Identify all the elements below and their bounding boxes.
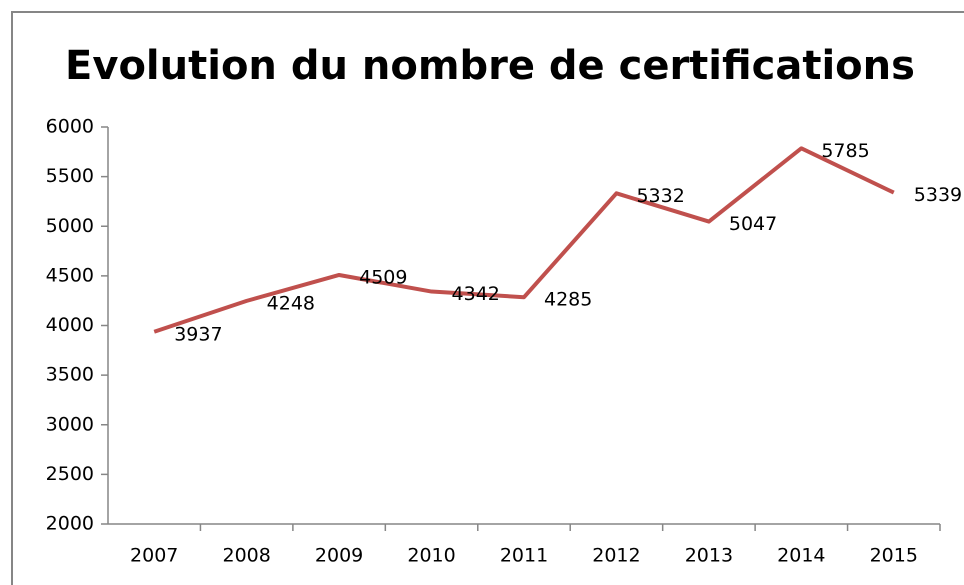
y-tick-label: 3500 bbox=[46, 364, 94, 386]
x-tick-label: 2014 bbox=[777, 545, 825, 567]
x-tick-label: 2010 bbox=[407, 545, 455, 567]
x-tick-label: 2009 bbox=[315, 545, 363, 567]
y-tick-label: 4000 bbox=[46, 314, 94, 336]
data-label: 4509 bbox=[359, 266, 407, 288]
y-tick-label: 6000 bbox=[46, 116, 94, 138]
chart-title: Evolution du nombre de certifications bbox=[65, 43, 915, 89]
y-tick-label: 5000 bbox=[46, 215, 94, 237]
line-series bbox=[153, 146, 895, 334]
x-tick-label: 2013 bbox=[685, 545, 733, 567]
data-label: 5047 bbox=[729, 213, 777, 235]
x-tick-label: 2007 bbox=[130, 545, 178, 567]
x-tick-label: 2015 bbox=[870, 545, 918, 567]
y-tick-label: 2500 bbox=[46, 463, 94, 485]
x-tick-label: 2008 bbox=[222, 545, 270, 567]
data-label: 4342 bbox=[452, 283, 500, 305]
y-tick-label: 2000 bbox=[46, 513, 94, 535]
data-label: 3937 bbox=[174, 323, 222, 345]
chart-frame bbox=[11, 11, 964, 585]
y-tick-label: 3000 bbox=[46, 413, 94, 435]
data-label: 5785 bbox=[821, 140, 869, 162]
data-label: 5332 bbox=[636, 185, 684, 207]
y-tick-label: 5500 bbox=[46, 165, 94, 187]
data-label: 5339 bbox=[914, 184, 962, 206]
y-tick-label: 4500 bbox=[46, 264, 94, 286]
data-label: 4248 bbox=[267, 292, 315, 314]
data-label: 4285 bbox=[544, 289, 592, 311]
x-tick-label: 2011 bbox=[500, 545, 548, 567]
x-tick-label: 2012 bbox=[592, 545, 640, 567]
